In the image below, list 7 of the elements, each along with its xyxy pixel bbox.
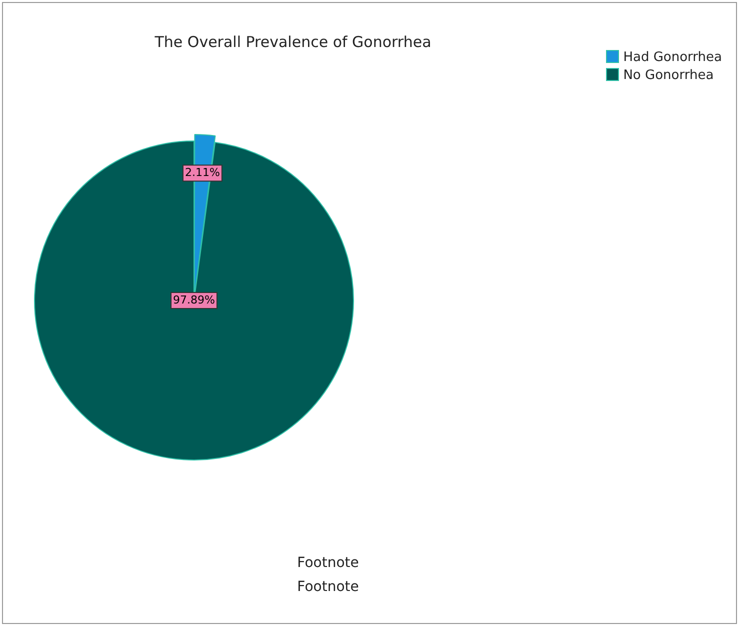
data-label: 2.11% <box>184 166 220 180</box>
data-label: 97.89% <box>173 293 215 306</box>
chart-title: The Overall Prevalence of Gonorrhea <box>154 33 432 51</box>
text: Footnote <box>296 578 360 597</box>
text: Footnote <box>296 554 360 573</box>
legend-label: Had Gonorrhea <box>622 49 722 67</box>
legend-label: No Gonorrhea <box>622 67 715 85</box>
